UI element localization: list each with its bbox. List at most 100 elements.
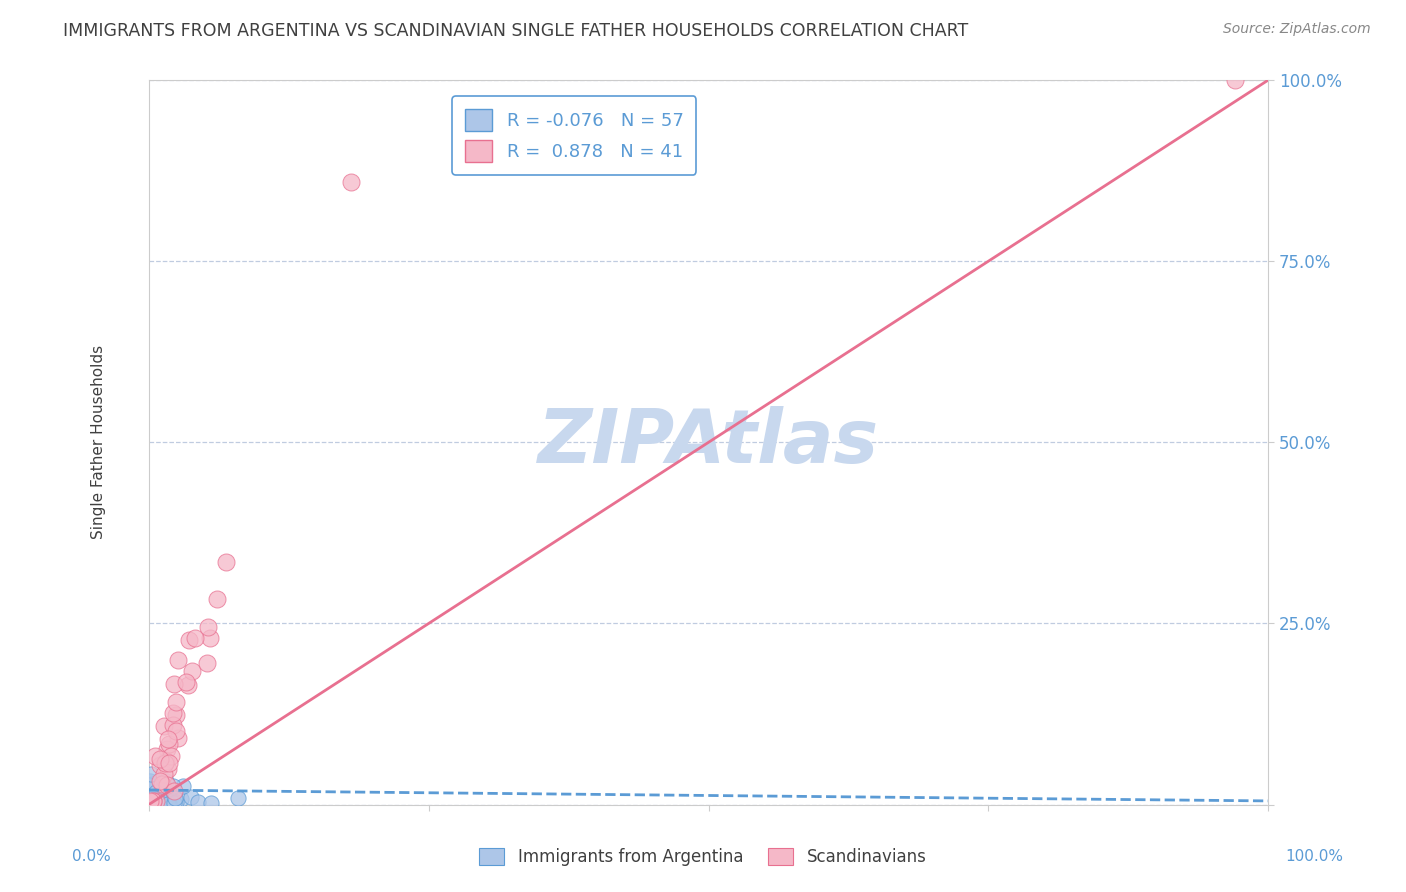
Point xyxy=(138,789,160,803)
Point xyxy=(149,789,172,804)
Point xyxy=(146,796,169,810)
Point xyxy=(172,779,194,793)
Point xyxy=(149,774,172,789)
Point xyxy=(146,790,169,805)
Point xyxy=(141,766,163,780)
Point xyxy=(139,774,162,789)
Point xyxy=(145,793,167,807)
Point xyxy=(141,795,163,809)
Point xyxy=(215,555,238,569)
Point xyxy=(143,791,166,805)
Point xyxy=(155,773,177,788)
Point xyxy=(145,775,167,789)
Point xyxy=(165,695,187,709)
Point xyxy=(159,792,181,806)
Point xyxy=(174,674,197,689)
Point xyxy=(150,789,173,804)
Point xyxy=(167,731,190,745)
Point xyxy=(153,756,176,771)
Text: 100.0%: 100.0% xyxy=(1285,849,1344,864)
Point xyxy=(162,797,184,811)
Point xyxy=(143,797,166,811)
Point xyxy=(153,719,176,733)
Legend: R = -0.076   N = 57, R =  0.878   N = 41: R = -0.076 N = 57, R = 0.878 N = 41 xyxy=(453,96,696,175)
Point xyxy=(146,791,169,805)
Point xyxy=(200,796,222,810)
Point xyxy=(155,797,177,811)
Point xyxy=(139,793,162,807)
Point xyxy=(145,788,167,802)
Point xyxy=(142,794,165,808)
Point xyxy=(184,631,207,645)
Point xyxy=(187,795,209,809)
Point xyxy=(169,792,191,806)
Point xyxy=(162,677,184,691)
Point xyxy=(139,790,162,805)
Point xyxy=(141,790,163,805)
Text: IMMIGRANTS FROM ARGENTINA VS SCANDINAVIAN SINGLE FATHER HOUSEHOLDS CORRELATION C: IMMIGRANTS FROM ARGENTINA VS SCANDINAVIA… xyxy=(63,22,969,40)
Point xyxy=(339,175,361,189)
Point xyxy=(142,797,165,811)
Point xyxy=(149,758,172,772)
Point xyxy=(145,797,167,812)
Point xyxy=(155,793,177,807)
Point xyxy=(179,633,201,648)
Point xyxy=(139,797,162,812)
Point xyxy=(195,656,218,670)
Point xyxy=(148,789,170,804)
Point xyxy=(157,797,180,812)
Point xyxy=(157,756,180,771)
Point xyxy=(176,677,198,691)
Point xyxy=(149,794,172,808)
Point xyxy=(165,791,187,805)
Point xyxy=(138,776,160,790)
Point xyxy=(165,707,187,722)
Point xyxy=(153,767,176,781)
Point xyxy=(162,706,184,720)
Point xyxy=(141,797,163,812)
Point xyxy=(139,788,162,802)
Point xyxy=(138,778,160,792)
Point xyxy=(143,791,166,805)
Point xyxy=(180,789,202,804)
Text: ZIPAtlas: ZIPAtlas xyxy=(538,406,879,479)
Point xyxy=(157,737,180,751)
Text: Source: ZipAtlas.com: Source: ZipAtlas.com xyxy=(1223,22,1371,37)
Text: Single Father Households: Single Father Households xyxy=(91,345,105,540)
Point xyxy=(180,664,202,678)
Point xyxy=(150,786,173,800)
Point xyxy=(156,778,179,792)
Point xyxy=(146,779,169,793)
Point xyxy=(142,796,165,810)
Point xyxy=(167,653,190,667)
Point xyxy=(162,780,184,794)
Point xyxy=(139,794,162,808)
Point xyxy=(160,749,183,764)
Point xyxy=(150,777,173,791)
Point xyxy=(149,751,172,765)
Point xyxy=(145,794,167,808)
Point xyxy=(156,742,179,756)
Point xyxy=(145,784,167,798)
Point xyxy=(198,632,221,646)
Point xyxy=(163,784,186,798)
Legend: Immigrants from Argentina, Scandinavians: Immigrants from Argentina, Scandinavians xyxy=(471,840,935,875)
Point xyxy=(165,723,187,738)
Point xyxy=(142,794,165,808)
Point xyxy=(197,620,219,634)
Point xyxy=(143,748,166,763)
Point xyxy=(155,754,177,768)
Point xyxy=(157,797,180,812)
Point xyxy=(156,796,179,810)
Point xyxy=(166,796,188,810)
Point xyxy=(143,782,166,797)
Point xyxy=(138,789,160,803)
Point xyxy=(141,794,163,808)
Point xyxy=(207,591,229,606)
Text: 0.0%: 0.0% xyxy=(72,849,111,864)
Point xyxy=(157,732,180,747)
Point xyxy=(162,718,184,732)
Point xyxy=(150,775,173,789)
Point xyxy=(148,786,170,800)
Point xyxy=(157,762,180,776)
